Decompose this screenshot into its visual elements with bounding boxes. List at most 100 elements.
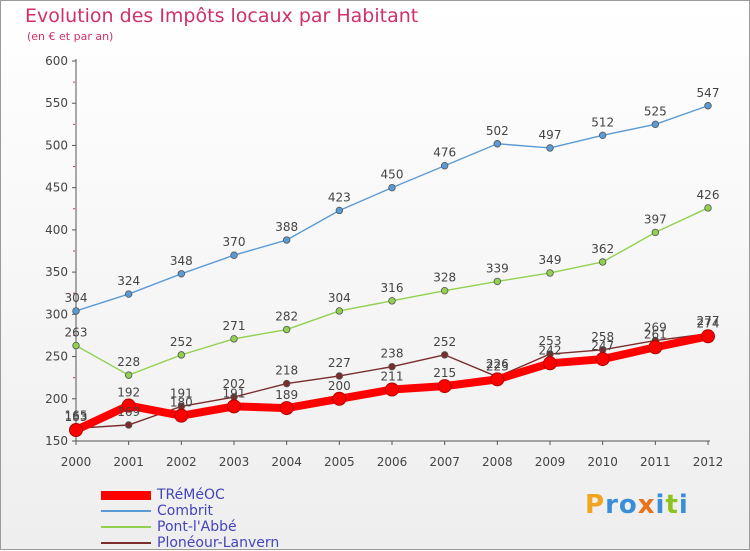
x-tick-label: 2007 xyxy=(429,455,460,469)
y-tick-label: 500 xyxy=(45,138,68,152)
data-label-ploneour-lanvern: 165 xyxy=(65,408,88,422)
data-point-pont-l-abbe xyxy=(282,325,291,334)
data-label-combrit: 497 xyxy=(539,128,562,142)
data-label-ploneour-lanvern: 191 xyxy=(170,386,193,400)
data-label-combrit: 525 xyxy=(644,104,667,118)
data-label-pont-l-abbe: 328 xyxy=(433,271,456,285)
data-label-ploneour-lanvern: 258 xyxy=(591,330,614,344)
data-point-tremeoc xyxy=(490,372,505,387)
data-label-combrit: 304 xyxy=(65,291,88,305)
data-label-pont-l-abbe: 349 xyxy=(539,253,562,267)
data-label-tremeoc: 200 xyxy=(328,379,351,393)
data-point-combrit xyxy=(440,162,449,170)
data-point-ploneour-lanvern xyxy=(388,362,396,371)
data-label-tremeoc: 191 xyxy=(223,386,246,400)
data-point-tremeoc xyxy=(332,391,347,406)
data-label-pont-l-abbe: 271 xyxy=(223,319,246,333)
data-point-pont-l-abbe xyxy=(493,277,502,286)
data-point-combrit xyxy=(598,131,607,140)
data-point-pont-l-abbe xyxy=(704,204,712,212)
data-point-combrit xyxy=(388,183,396,192)
legend-item-tremeoc: TRéMéOC xyxy=(101,487,279,503)
data-label-ploneour-lanvern: 253 xyxy=(539,334,562,348)
logo-letter: x xyxy=(637,490,656,520)
data-label-tremeoc: 192 xyxy=(117,386,140,400)
data-point-ploneour-lanvern xyxy=(440,351,449,359)
legend-label-combrit: Combrit xyxy=(157,503,213,519)
data-point-tremeoc xyxy=(69,423,83,438)
data-label-pont-l-abbe: 252 xyxy=(170,335,193,349)
data-point-tremeoc xyxy=(595,352,610,367)
legend-swatch-ploneour-lanvern xyxy=(101,542,151,544)
legend: TRéMéOC Combrit Pont-l'Abbé Plonéour-Lan… xyxy=(101,487,279,551)
data-point-pont-l-abbe xyxy=(124,371,133,379)
data-point-pont-l-abbe xyxy=(72,341,80,350)
legend-item-ploneour-lanvern: Plonéour-Lanvern xyxy=(101,535,279,551)
data-label-tremeoc: 274 xyxy=(697,316,720,330)
logo-letter: i xyxy=(678,490,689,520)
data-point-pont-l-abbe xyxy=(651,228,660,237)
y-tick-label: 550 xyxy=(45,96,68,110)
data-label-pont-l-abbe: 397 xyxy=(644,212,667,226)
data-point-combrit xyxy=(282,236,291,244)
data-label-combrit: 324 xyxy=(117,274,140,288)
legend-label-ploneour-lanvern: Plonéour-Lanvern xyxy=(157,535,280,551)
data-label-tremeoc: 242 xyxy=(539,343,562,357)
data-label-tremeoc: 247 xyxy=(591,339,614,353)
data-label-tremeoc: 211 xyxy=(381,369,404,383)
data-point-combrit xyxy=(177,270,186,278)
data-label-ploneour-lanvern: 238 xyxy=(381,347,404,361)
data-label-pont-l-abbe: 263 xyxy=(65,326,88,340)
data-label-tremeoc: 189 xyxy=(275,388,298,402)
x-tick-label: 2011 xyxy=(640,455,671,469)
data-point-pont-l-abbe xyxy=(177,351,186,359)
legend-item-combrit: Combrit xyxy=(101,503,279,519)
data-label-ploneour-lanvern: 202 xyxy=(223,377,246,391)
data-point-ploneour-lanvern xyxy=(335,372,344,380)
data-point-pont-l-abbe xyxy=(546,269,554,277)
data-label-pont-l-abbe: 426 xyxy=(697,188,720,202)
data-label-ploneour-lanvern: 218 xyxy=(275,364,298,378)
data-point-combrit xyxy=(651,120,660,129)
data-point-pont-l-abbe xyxy=(388,297,396,305)
data-label-combrit: 348 xyxy=(170,254,193,268)
chart-subtitle: (en € et par an) xyxy=(27,30,114,43)
data-label-ploneour-lanvern: 169 xyxy=(117,405,140,419)
data-point-pont-l-abbe xyxy=(335,307,344,315)
data-label-combrit: 547 xyxy=(697,86,720,100)
x-tick-label: 2003 xyxy=(219,455,250,469)
y-tick-label: 150 xyxy=(45,434,68,448)
data-point-ploneour-lanvern xyxy=(282,379,291,388)
y-tick-label: 400 xyxy=(45,223,68,237)
data-label-ploneour-lanvern: 226 xyxy=(486,357,509,371)
x-tick-label: 2009 xyxy=(535,455,566,469)
data-label-pont-l-abbe: 339 xyxy=(486,261,509,275)
data-label-combrit: 476 xyxy=(433,146,456,160)
legend-swatch-combrit xyxy=(101,510,151,512)
logo-letter: P xyxy=(585,490,606,520)
data-point-combrit xyxy=(124,290,133,298)
x-tick-label: 2000 xyxy=(61,455,92,469)
data-label-pont-l-abbe: 362 xyxy=(591,242,614,256)
data-label-tremeoc: 261 xyxy=(644,327,667,341)
data-label-combrit: 423 xyxy=(328,190,351,204)
data-label-tremeoc: 180 xyxy=(170,396,193,410)
data-point-tremeoc xyxy=(121,398,136,413)
data-label-tremeoc: 215 xyxy=(433,366,456,380)
data-point-combrit xyxy=(335,206,344,215)
x-tick-label: 2012 xyxy=(693,455,724,469)
data-point-tremeoc xyxy=(385,382,399,397)
logo-letter: t xyxy=(665,490,679,520)
y-tick-label: 450 xyxy=(45,181,68,195)
data-point-combrit xyxy=(230,251,238,259)
logo-letter: i xyxy=(655,490,666,520)
data-point-tremeoc xyxy=(543,356,557,371)
data-point-pont-l-abbe xyxy=(440,286,449,295)
data-label-combrit: 512 xyxy=(591,115,614,129)
y-tick-label: 350 xyxy=(45,265,68,279)
data-label-pont-l-abbe: 304 xyxy=(328,291,351,305)
y-tick-label: 300 xyxy=(45,307,68,321)
data-point-tremeoc xyxy=(227,399,241,414)
data-point-pont-l-abbe xyxy=(230,335,238,343)
